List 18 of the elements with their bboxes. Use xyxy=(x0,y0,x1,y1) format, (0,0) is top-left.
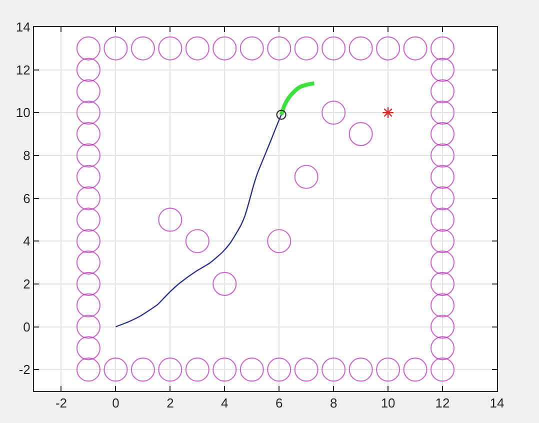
y-tick-label: 8 xyxy=(23,148,30,164)
y-tick-label: -2 xyxy=(18,362,30,378)
x-tick-label: 14 xyxy=(490,396,504,411)
x-tick-label: 12 xyxy=(435,396,450,411)
x-tick-label: 6 xyxy=(276,396,283,411)
y-tick-label: 2 xyxy=(23,276,30,292)
y-tick-label: 4 xyxy=(23,234,30,249)
x-tick-label: -2 xyxy=(55,396,68,411)
y-tick-label: 14 xyxy=(16,20,30,35)
x-tick-label: 8 xyxy=(330,396,338,411)
x-tick-label: 4 xyxy=(221,396,228,411)
y-tick-label: 6 xyxy=(23,190,30,206)
y-tick-label: 0 xyxy=(23,319,30,334)
y-tick-label: 12 xyxy=(16,62,30,78)
x-tick-label: 2 xyxy=(166,396,174,411)
x-tick-label: 0 xyxy=(112,396,120,411)
x-tick-label: 10 xyxy=(380,396,396,411)
y-tick-label: 10 xyxy=(16,105,30,120)
